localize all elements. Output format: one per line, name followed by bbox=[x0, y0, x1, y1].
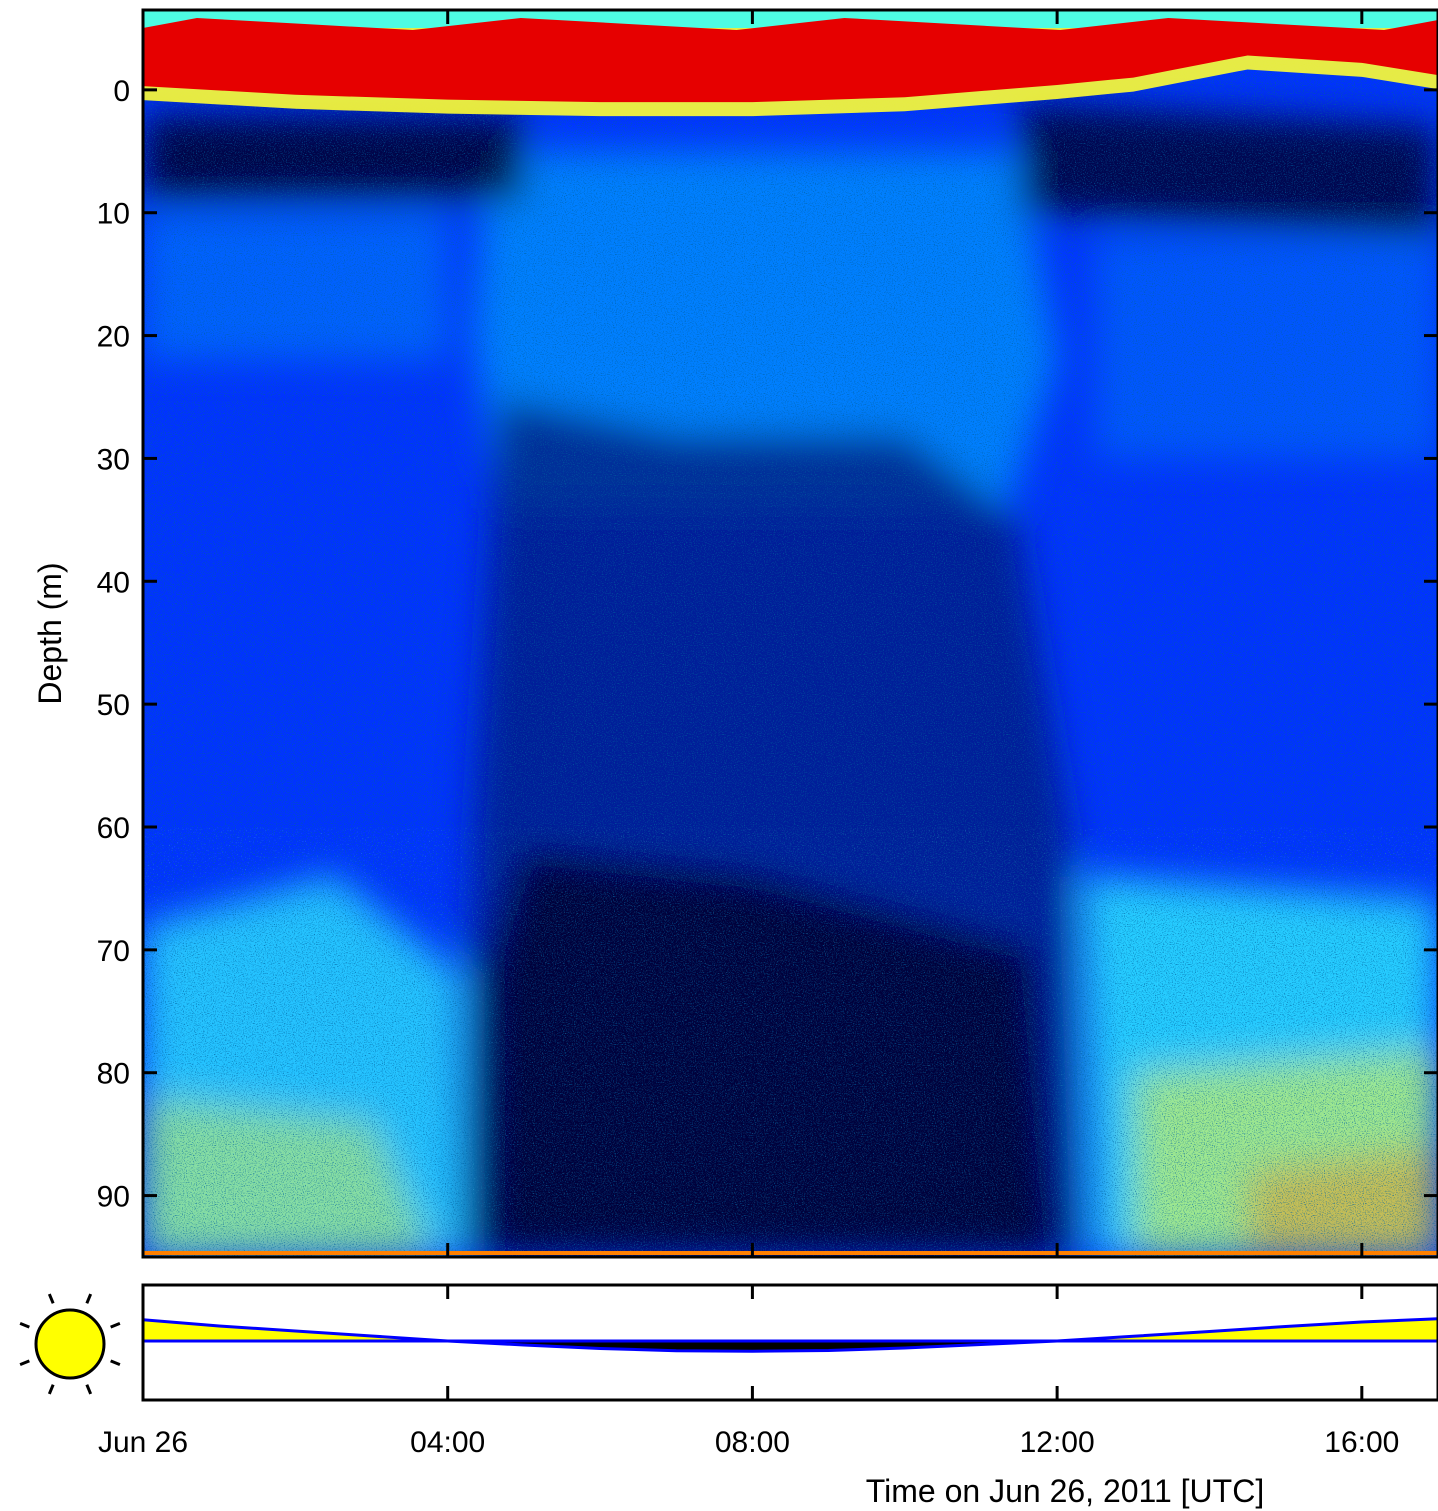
y-tick-label: 0 bbox=[113, 75, 130, 108]
x-tick-label: Jun 26 bbox=[98, 1426, 188, 1459]
sun-ray bbox=[19, 1359, 30, 1367]
y-tick-label: 70 bbox=[97, 935, 130, 968]
heatmap-speckle bbox=[143, 827, 1438, 1257]
sun-ray bbox=[85, 1384, 93, 1395]
solar-panel-frame bbox=[141, 1283, 1438, 1402]
y-tick-label: 20 bbox=[97, 321, 130, 354]
sun-ray bbox=[47, 1384, 55, 1395]
y-tick-label: 30 bbox=[97, 443, 130, 476]
echogram-frame bbox=[141, 8, 1438, 1259]
sun-ray bbox=[47, 1293, 55, 1304]
x-tick-label: 08:00 bbox=[715, 1426, 790, 1459]
y-tick-label: 80 bbox=[97, 1058, 130, 1091]
seabed-line bbox=[143, 1251, 1438, 1255]
depth-axis-title: Depth (m) bbox=[32, 562, 68, 704]
y-tick-label: 50 bbox=[97, 689, 130, 722]
solar-elevation-panel bbox=[19, 1283, 1438, 1402]
y-tick-label: 60 bbox=[97, 812, 130, 845]
y-tick-label: 10 bbox=[97, 198, 130, 231]
sun-ray bbox=[85, 1293, 93, 1304]
night-area bbox=[143, 1341, 1438, 1352]
y-tick-label: 90 bbox=[97, 1181, 130, 1214]
sun-ray bbox=[110, 1359, 121, 1367]
echogram-x-ticks bbox=[141, 10, 1364, 1257]
time-axis-title: Time on Jun 26, 2011 [UTC] bbox=[866, 1473, 1264, 1509]
time-axis-ticks bbox=[141, 1285, 1364, 1400]
solar-elevation-line bbox=[143, 1317, 1438, 1353]
x-tick-label: 04:00 bbox=[410, 1426, 485, 1459]
sun-ray bbox=[19, 1321, 30, 1329]
sun-ray bbox=[110, 1321, 121, 1329]
x-tick-label: 12:00 bbox=[1020, 1426, 1095, 1459]
surface-band bbox=[143, 18, 1438, 103]
backscatter-heatmap bbox=[143, 10, 1438, 1257]
y-tick-label: 40 bbox=[97, 566, 130, 599]
echogram-plot: 0 10 20 30 40 50 60 70 80 90 Depth (m) bbox=[32, 8, 1438, 1259]
depth-axis-ticks: 0 10 20 30 40 50 60 70 80 90 bbox=[97, 75, 1438, 1214]
x-tick-label: 16:00 bbox=[1324, 1426, 1399, 1459]
time-axis-tick-labels: Jun 26 04:00 08:00 12:00 16:00 bbox=[98, 1426, 1399, 1459]
sun-icon bbox=[19, 1293, 121, 1395]
sun-disc bbox=[34, 1308, 106, 1380]
solar-elevation-area bbox=[143, 1317, 1438, 1353]
surface-fringe bbox=[143, 10, 1438, 28]
daylight-area bbox=[143, 1318, 1438, 1341]
